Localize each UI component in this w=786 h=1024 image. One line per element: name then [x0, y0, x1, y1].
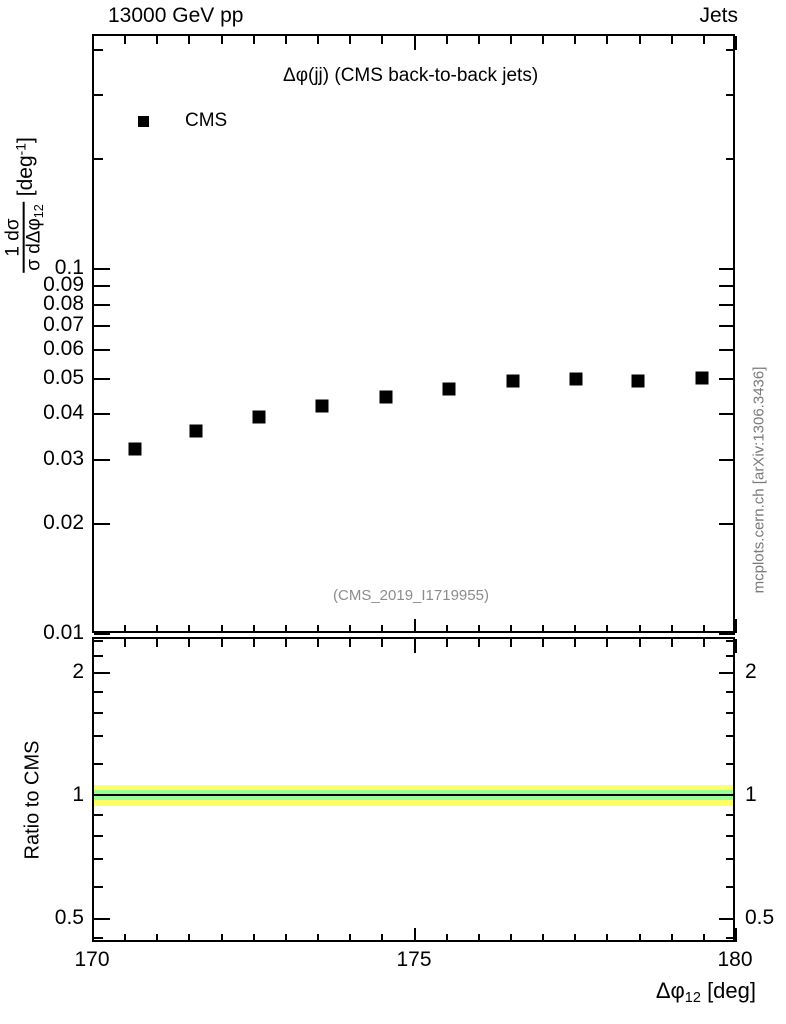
y-axis-title-units: [deg-1] — [12, 137, 37, 197]
main-plot-frame — [92, 34, 735, 633]
y-axis-title-denominator: σ dΔφ12 — [24, 204, 47, 271]
y-axis-title-numerator: 1 dσ — [2, 218, 24, 257]
x-tick-major-bottom — [735, 619, 737, 633]
x-tick-label: 170 — [74, 948, 110, 971]
ratio-y-tick-label-right: 1 — [745, 783, 757, 806]
ratio-y-tick-label-right: 2 — [745, 660, 757, 683]
x-axis-title: Δφ12 [deg] — [655, 978, 756, 1007]
legend-label-cms: CMS — [185, 110, 228, 131]
ratio-y-tick-label: 2 — [72, 660, 84, 683]
ratio-y-tick-label-right: 0.5 — [745, 906, 775, 929]
ratio-x-tick-major-top — [735, 639, 737, 653]
y-tick-major — [94, 633, 110, 635]
y-axis-title: 1 dσ σ dΔφ12 [deg-1] — [2, 40, 48, 370]
x-tick-major-top — [735, 36, 737, 50]
header-beam-info: 13000 GeV pp — [108, 4, 244, 27]
ratio-x-tick-major-bottom — [735, 928, 737, 942]
credit-watermark: mcplots.cern.ch [arXiv:1306.3436] — [750, 366, 768, 594]
y-tick-label: 0.03 — [43, 447, 84, 470]
x-tick-label: 180 — [717, 948, 753, 971]
y-tick-label: 0.04 — [43, 401, 84, 424]
legend: CMS — [138, 110, 227, 132]
y-tick-label: 0.01 — [43, 621, 84, 644]
ratio-plot-frame — [92, 637, 735, 942]
legend-marker-cms — [138, 115, 149, 127]
analysis-watermark: (CMS_2019_I1719955) — [333, 587, 489, 604]
y-tick-major-right — [719, 633, 735, 635]
y-tick-label: 0.02 — [43, 511, 84, 534]
x-tick-label: 175 — [396, 948, 432, 971]
plot-title: Δφ(jj) (CMS back-to-back jets) — [283, 65, 539, 86]
ratio-y-axis-title: Ratio to CMS — [21, 740, 44, 860]
header-category: Jets — [699, 4, 738, 27]
